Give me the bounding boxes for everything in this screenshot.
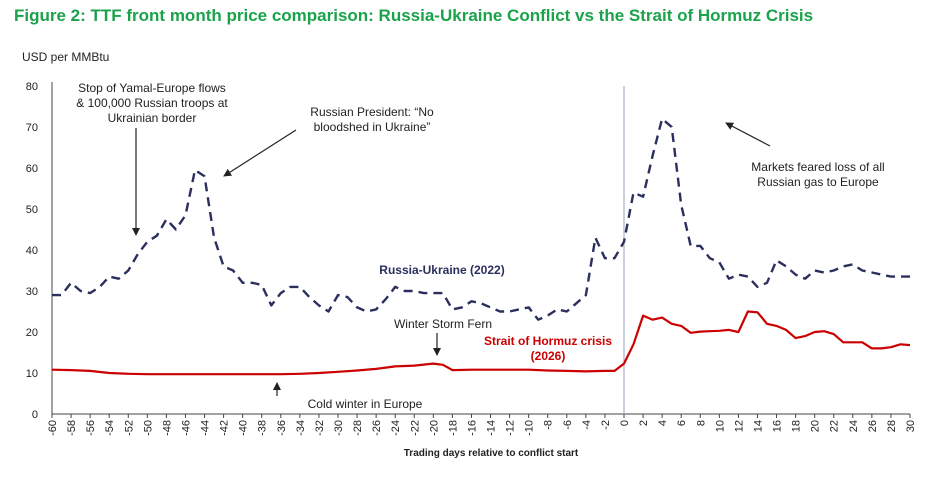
y-tick-label: 80 bbox=[26, 81, 38, 93]
x-tick-label: -56 bbox=[85, 420, 97, 436]
y-tick-label: 30 bbox=[26, 286, 38, 298]
x-tick-label: -20 bbox=[428, 420, 440, 436]
series-label-russia-ukraine: Russia-Ukraine (2022) bbox=[379, 263, 504, 277]
x-tick-label: 26 bbox=[867, 420, 879, 432]
x-tick-label: 14 bbox=[752, 420, 764, 432]
x-tick-label: 10 bbox=[714, 420, 726, 432]
x-tick-label: -16 bbox=[466, 420, 478, 436]
series-line-hormuz bbox=[51, 310, 911, 376]
series-line-russia-ukraine bbox=[52, 117, 910, 321]
y-tick-label: 0 bbox=[32, 409, 38, 421]
x-tick-label: -50 bbox=[142, 420, 154, 436]
x-tick-label: -12 bbox=[505, 420, 517, 436]
x-tick-label: 4 bbox=[657, 420, 669, 426]
x-tick-label: -60 bbox=[47, 420, 59, 436]
x-tick-label: -52 bbox=[123, 420, 135, 436]
x-tick-label: -42 bbox=[219, 420, 231, 436]
x-tick-label: -34 bbox=[295, 420, 307, 436]
x-tick-label: 28 bbox=[886, 420, 898, 432]
y-axis-unit-label: USD per MMBtu bbox=[22, 50, 110, 64]
x-tick-label: -28 bbox=[352, 420, 364, 436]
arrow-russian-president bbox=[223, 129, 297, 177]
x-tick-label: 12 bbox=[733, 420, 745, 432]
x-tick-label: 0 bbox=[619, 420, 631, 426]
x-axis-title: Trading days relative to conflict start bbox=[404, 448, 579, 459]
y-tick-label: 50 bbox=[26, 204, 38, 216]
annotation-yamal: Stop of Yamal-Europe flows & 100,000 Russ… bbox=[76, 81, 228, 125]
x-tick-label: 16 bbox=[772, 420, 784, 432]
x-tick-label: -46 bbox=[180, 420, 192, 436]
x-tick-label: -22 bbox=[409, 420, 421, 436]
x-tick-label: 30 bbox=[905, 420, 917, 432]
x-tick-label: -30 bbox=[333, 420, 345, 436]
x-tick-label: -54 bbox=[104, 420, 116, 436]
x-tick-label: -8 bbox=[543, 420, 555, 430]
x-tick-label: 2 bbox=[638, 420, 650, 426]
x-tick-label: 8 bbox=[695, 420, 707, 426]
y-tick-label: 20 bbox=[26, 327, 38, 339]
x-tick-label: -24 bbox=[390, 420, 402, 436]
arrow-markets-feared bbox=[725, 122, 771, 147]
y-tick-label: 70 bbox=[26, 122, 38, 134]
x-tick-label: 22 bbox=[829, 420, 841, 432]
x-tick-label: -36 bbox=[276, 420, 288, 436]
annotation-russian-president: Russian President: “No bloodshed in Ukrai… bbox=[310, 105, 434, 134]
x-tick-label: 18 bbox=[791, 420, 803, 432]
x-tick-label: -40 bbox=[238, 420, 250, 436]
x-tick-label: 20 bbox=[810, 420, 822, 432]
x-tick-label: -58 bbox=[66, 420, 78, 436]
x-tick-label: -32 bbox=[314, 420, 326, 436]
x-tick-label: -38 bbox=[257, 420, 269, 436]
x-tick-label: -4 bbox=[581, 420, 593, 430]
x-tick-label: -6 bbox=[562, 420, 574, 430]
annotation-winter-storm-fern: Winter Storm Fern bbox=[394, 317, 492, 331]
x-tick-label: -44 bbox=[200, 420, 212, 436]
x-tick-label: -10 bbox=[524, 420, 536, 436]
annotation-markets-feared: Markets feared loss of all Russian gas to… bbox=[751, 160, 884, 189]
x-tick-label: -18 bbox=[447, 420, 459, 436]
x-tick-label: 6 bbox=[676, 420, 688, 426]
series-label-hormuz: Strait of Hormuz crisis (2026) bbox=[484, 334, 612, 363]
y-tick-label: 60 bbox=[26, 163, 38, 175]
annotation-cold-winter: Cold winter in Europe bbox=[308, 397, 423, 411]
chart-title: Figure 2: TTF front month price comparis… bbox=[14, 6, 814, 25]
x-tick-label: -14 bbox=[486, 420, 498, 436]
x-tick-label: -48 bbox=[161, 420, 173, 436]
x-tick-label: -2 bbox=[600, 420, 612, 430]
y-tick-label: 10 bbox=[26, 368, 38, 380]
x-tick-label: -26 bbox=[371, 420, 383, 436]
x-tick-label: 24 bbox=[848, 420, 860, 432]
y-tick-label: 40 bbox=[26, 245, 38, 257]
